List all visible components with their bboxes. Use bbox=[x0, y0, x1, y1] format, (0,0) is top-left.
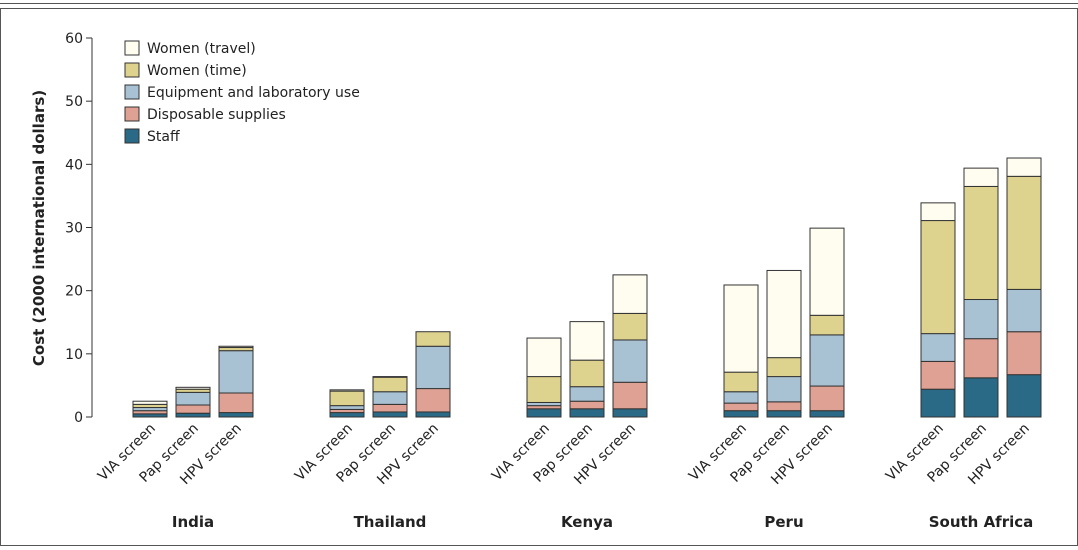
legend-label: Women (time) bbox=[147, 63, 247, 79]
bar-segment bbox=[920, 220, 956, 335]
bar-segment bbox=[612, 408, 648, 418]
bar-segment bbox=[612, 381, 648, 410]
legend-label: Equipment and laboratory use bbox=[147, 85, 360, 101]
bar-segment bbox=[963, 167, 999, 187]
bar-segment bbox=[569, 386, 605, 402]
bar-segment bbox=[612, 274, 648, 314]
bar-segment bbox=[415, 411, 451, 418]
bar-segment bbox=[963, 338, 999, 379]
bar-segment bbox=[1006, 175, 1042, 290]
bar-segment bbox=[809, 385, 845, 412]
group-label: South Africa bbox=[929, 513, 1034, 531]
group-label: India bbox=[172, 513, 214, 531]
bar-segment bbox=[569, 359, 605, 388]
legend-label: Disposable supplies bbox=[147, 107, 286, 123]
y-tick-label: 50 bbox=[65, 94, 83, 110]
bar-segment bbox=[526, 408, 562, 418]
bar-segment bbox=[723, 391, 759, 404]
bar-segment bbox=[372, 411, 408, 418]
bar-segment bbox=[132, 400, 168, 405]
bar-segment bbox=[1006, 374, 1042, 418]
y-tick-label: 30 bbox=[65, 221, 83, 237]
group-label: Peru bbox=[764, 513, 803, 531]
bar-segment bbox=[766, 376, 802, 403]
bar-segment bbox=[526, 376, 562, 403]
legend-swatch bbox=[124, 128, 140, 144]
y-tick-label: 60 bbox=[65, 31, 83, 47]
bar-segment bbox=[1006, 331, 1042, 376]
group-label: Kenya bbox=[561, 513, 613, 531]
bar-segment bbox=[809, 334, 845, 387]
bar-segment bbox=[175, 391, 211, 406]
bar-segment bbox=[415, 388, 451, 413]
bar-segment bbox=[809, 227, 845, 316]
bar-segment bbox=[809, 410, 845, 418]
y-tick-label: 10 bbox=[65, 347, 83, 363]
y-tick-label: 0 bbox=[74, 410, 83, 426]
bar-segment bbox=[175, 386, 211, 390]
bar-segment bbox=[766, 401, 802, 412]
bar-segment bbox=[218, 412, 254, 418]
bar-segment bbox=[766, 410, 802, 418]
bar-segment bbox=[218, 350, 254, 394]
bar-segment bbox=[329, 390, 365, 407]
bar-segment bbox=[612, 339, 648, 383]
bar-segment bbox=[723, 371, 759, 393]
bar-segment bbox=[766, 269, 802, 359]
bar-segment bbox=[415, 331, 451, 347]
bar-segment bbox=[920, 360, 956, 390]
bar-segment bbox=[920, 202, 956, 222]
bar-segment bbox=[612, 312, 648, 341]
bar-segment bbox=[329, 389, 365, 392]
legend-label: Women (travel) bbox=[147, 41, 256, 57]
bar-segment bbox=[329, 412, 365, 418]
bar-segment bbox=[175, 412, 211, 418]
group-label: Thailand bbox=[354, 513, 427, 531]
bar-segment bbox=[920, 333, 956, 362]
bar-segment bbox=[569, 400, 605, 410]
bar-segment bbox=[372, 391, 408, 405]
bar-segment bbox=[569, 321, 605, 361]
bar-segment bbox=[372, 403, 408, 413]
bar-segment bbox=[809, 314, 845, 336]
bar-segment bbox=[218, 392, 254, 414]
bar-segment bbox=[723, 402, 759, 412]
bar-segment bbox=[920, 388, 956, 418]
bar-segment bbox=[1006, 157, 1042, 177]
bar-segment bbox=[963, 377, 999, 418]
bar-segment bbox=[175, 404, 211, 414]
bar-segment bbox=[415, 345, 451, 390]
bar-segment bbox=[218, 345, 254, 349]
bar-segment bbox=[569, 408, 605, 418]
bar-segment bbox=[526, 337, 562, 378]
bar-segment bbox=[963, 185, 999, 301]
bar-segment bbox=[723, 284, 759, 373]
legend-swatch bbox=[124, 40, 140, 56]
bar-segment bbox=[372, 376, 408, 378]
bar-segment bbox=[1006, 288, 1042, 333]
bar-segment bbox=[372, 376, 408, 393]
bar-segment bbox=[766, 357, 802, 378]
y-tick-label: 40 bbox=[65, 157, 83, 173]
legend-label: Staff bbox=[147, 129, 180, 145]
legend-swatch bbox=[124, 84, 140, 100]
bar-segment bbox=[963, 299, 999, 340]
bar-segment bbox=[723, 410, 759, 418]
y-axis-label: Cost (2000 international dollars) bbox=[30, 90, 48, 366]
y-tick-label: 20 bbox=[65, 284, 83, 300]
legend-swatch bbox=[124, 62, 140, 78]
legend-swatch bbox=[124, 106, 140, 122]
bar-segment bbox=[329, 405, 365, 410]
